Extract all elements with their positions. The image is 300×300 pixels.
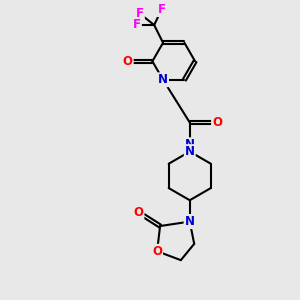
Text: F: F bbox=[136, 7, 144, 20]
Text: N: N bbox=[185, 145, 195, 158]
Text: O: O bbox=[134, 206, 143, 219]
Text: O: O bbox=[123, 55, 133, 68]
Text: N: N bbox=[185, 215, 195, 228]
Text: F: F bbox=[158, 3, 166, 16]
Text: N: N bbox=[185, 215, 195, 228]
Text: F: F bbox=[133, 19, 141, 32]
Text: N: N bbox=[185, 138, 195, 151]
Text: O: O bbox=[152, 245, 162, 258]
Text: N: N bbox=[158, 73, 168, 86]
Text: O: O bbox=[212, 116, 222, 129]
